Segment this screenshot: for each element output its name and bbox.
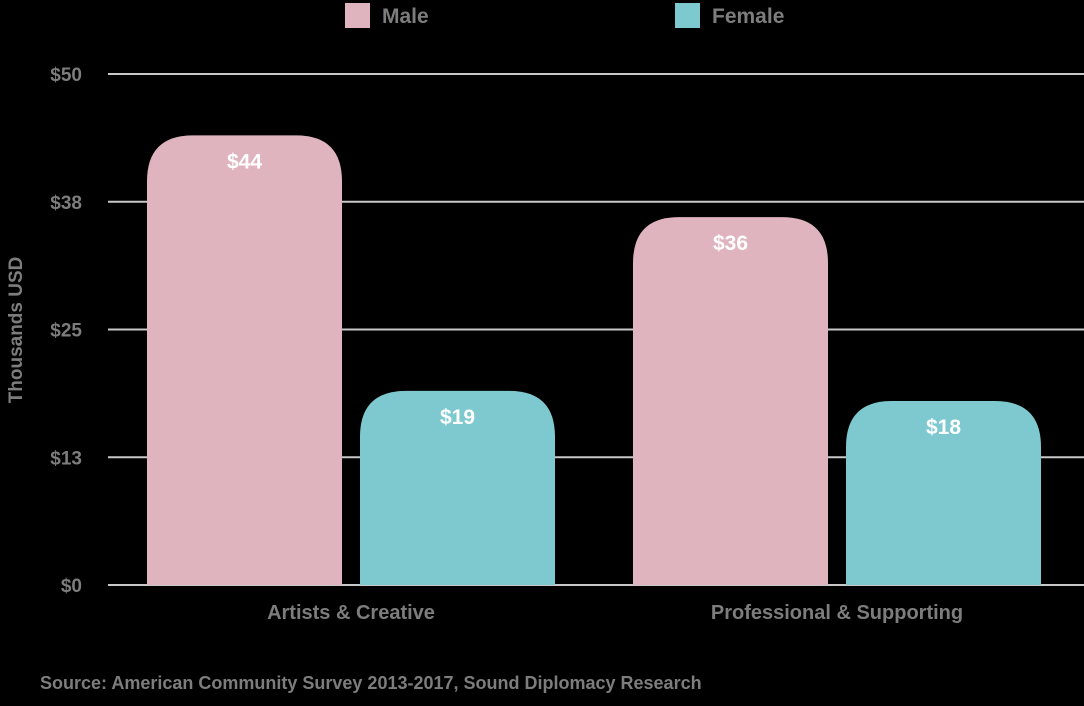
data-label-female-1: $19	[440, 406, 475, 429]
category-label: Artists & Creative	[267, 602, 435, 624]
chart-bars	[147, 135, 1041, 585]
data-label-male-1: $44	[227, 150, 262, 173]
chart-data-labels: $44 $19 $36 $18	[227, 150, 961, 439]
data-label-female-2: $18	[926, 416, 961, 439]
y-tick-label: $25	[50, 321, 82, 342]
legend-swatch-female	[675, 3, 700, 28]
legend-swatch-male	[345, 3, 370, 28]
data-label-male-2: $36	[713, 232, 748, 255]
x-axis-category-labels: Artists & Creative Professional & Support…	[267, 602, 963, 624]
legend-label-male: Male	[382, 5, 429, 28]
y-tick-label: $50	[50, 65, 82, 86]
y-axis-title: Thousands USD	[6, 257, 27, 404]
source-note: Source: American Community Survey 2013-2…	[40, 673, 702, 693]
legend-label-female: Female	[712, 5, 784, 28]
bar-female-2	[846, 401, 1041, 585]
bar-male-2	[633, 217, 828, 585]
bar-male-1	[147, 135, 342, 585]
bar-female-1	[360, 390, 555, 585]
y-tick-label: $13	[50, 448, 82, 469]
chart-legend: Male Female	[345, 3, 784, 28]
y-axis-tick-labels: $0 $13 $25 $38 $50	[50, 65, 82, 597]
y-tick-label: $38	[50, 193, 82, 214]
category-label: Professional & Supporting	[711, 602, 963, 624]
y-tick-label: $0	[61, 576, 82, 597]
bar-chart: Male Female $0$13$25$38$50 Thousands USD …	[6, 3, 1084, 624]
